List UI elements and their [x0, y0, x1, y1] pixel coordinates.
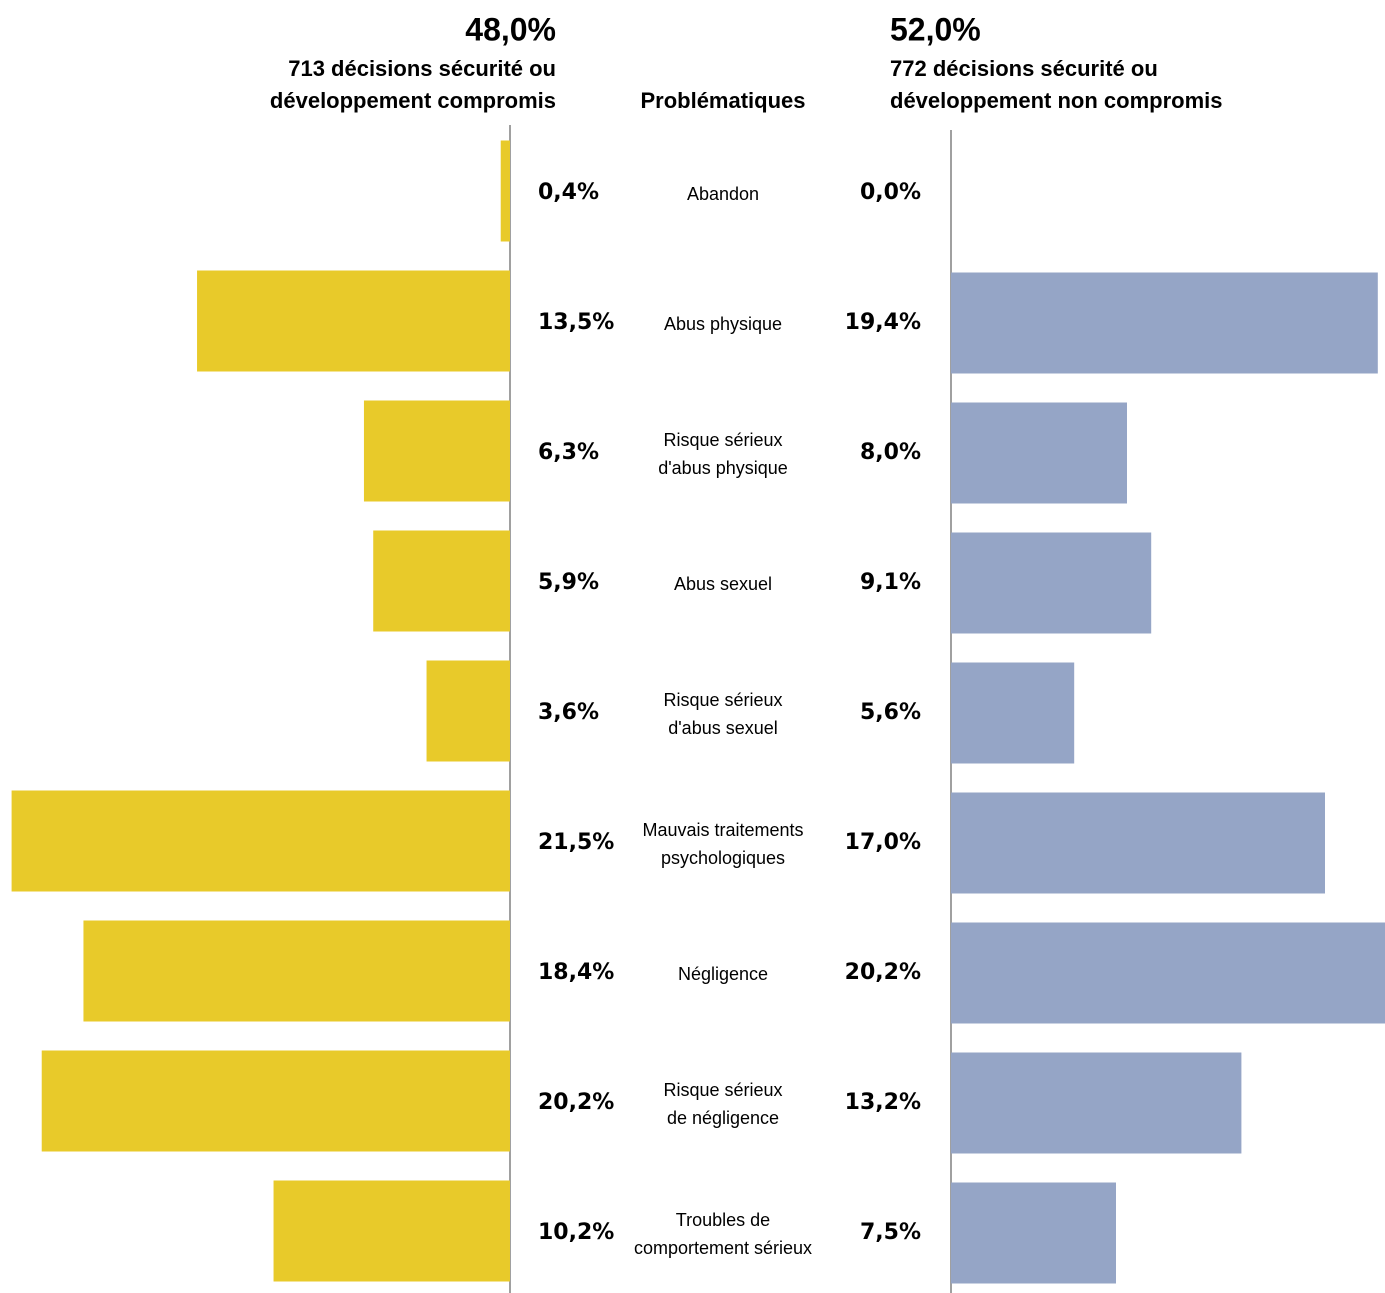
category-label: Risque sérieux d'abus sexuel — [663, 690, 782, 738]
group-share: 48,0% — [465, 11, 556, 47]
bar — [951, 1052, 1242, 1154]
value-label: 13,2% — [845, 1090, 921, 1115]
category-label: Abandon — [687, 184, 759, 204]
bar — [426, 660, 510, 762]
category-label: Troubles de comportement sérieux — [634, 1210, 812, 1258]
bar — [363, 400, 510, 502]
value-label: 10,2% — [538, 1220, 614, 1245]
value-label: 17,0% — [845, 830, 921, 855]
bar — [951, 402, 1127, 504]
value-label: 9,1% — [860, 570, 921, 595]
bar — [373, 530, 510, 632]
value-label: 5,6% — [860, 700, 921, 725]
bar — [41, 1050, 511, 1152]
category-label: Abus physique — [664, 314, 782, 334]
value-label: 3,6% — [538, 700, 599, 725]
value-label: 0,0% — [860, 180, 921, 205]
value-label: 5,9% — [538, 570, 599, 595]
bar — [951, 922, 1385, 1024]
category-label: Abus sexuel — [674, 574, 772, 594]
center-header: Problématiques — [640, 88, 805, 113]
bar — [951, 662, 1075, 764]
value-label: 6,3% — [538, 440, 599, 465]
category-label: Risque sérieux de négligence — [663, 1080, 782, 1128]
value-label: 20,2% — [538, 1090, 614, 1115]
group-share: 52,0% — [890, 11, 981, 47]
value-label: 7,5% — [860, 1220, 921, 1245]
category-label: Négligence — [678, 964, 768, 984]
value-label: 21,5% — [538, 830, 614, 855]
bar — [273, 1180, 510, 1282]
category-label: Risque sérieux d'abus physique — [658, 430, 788, 478]
bar — [951, 1182, 1116, 1284]
bar — [500, 140, 510, 242]
bar — [197, 270, 510, 372]
bar — [951, 792, 1325, 894]
legend-label: 772 décisions sécurité ou développement n… — [890, 56, 1223, 113]
value-label: 18,4% — [538, 960, 614, 985]
value-label: 13,5% — [538, 310, 614, 335]
value-label: 19,4% — [845, 310, 921, 335]
category-label: Mauvais traitements psychologiques — [642, 820, 803, 868]
value-label: 0,4% — [538, 180, 599, 205]
value-label: 8,0% — [860, 440, 921, 465]
bar — [83, 920, 511, 1022]
bar — [11, 790, 510, 892]
bar — [951, 532, 1152, 634]
value-label: 20,2% — [845, 960, 921, 985]
bar — [951, 272, 1378, 374]
legend-label: 713 décisions sécurité ou développement c… — [270, 56, 556, 113]
